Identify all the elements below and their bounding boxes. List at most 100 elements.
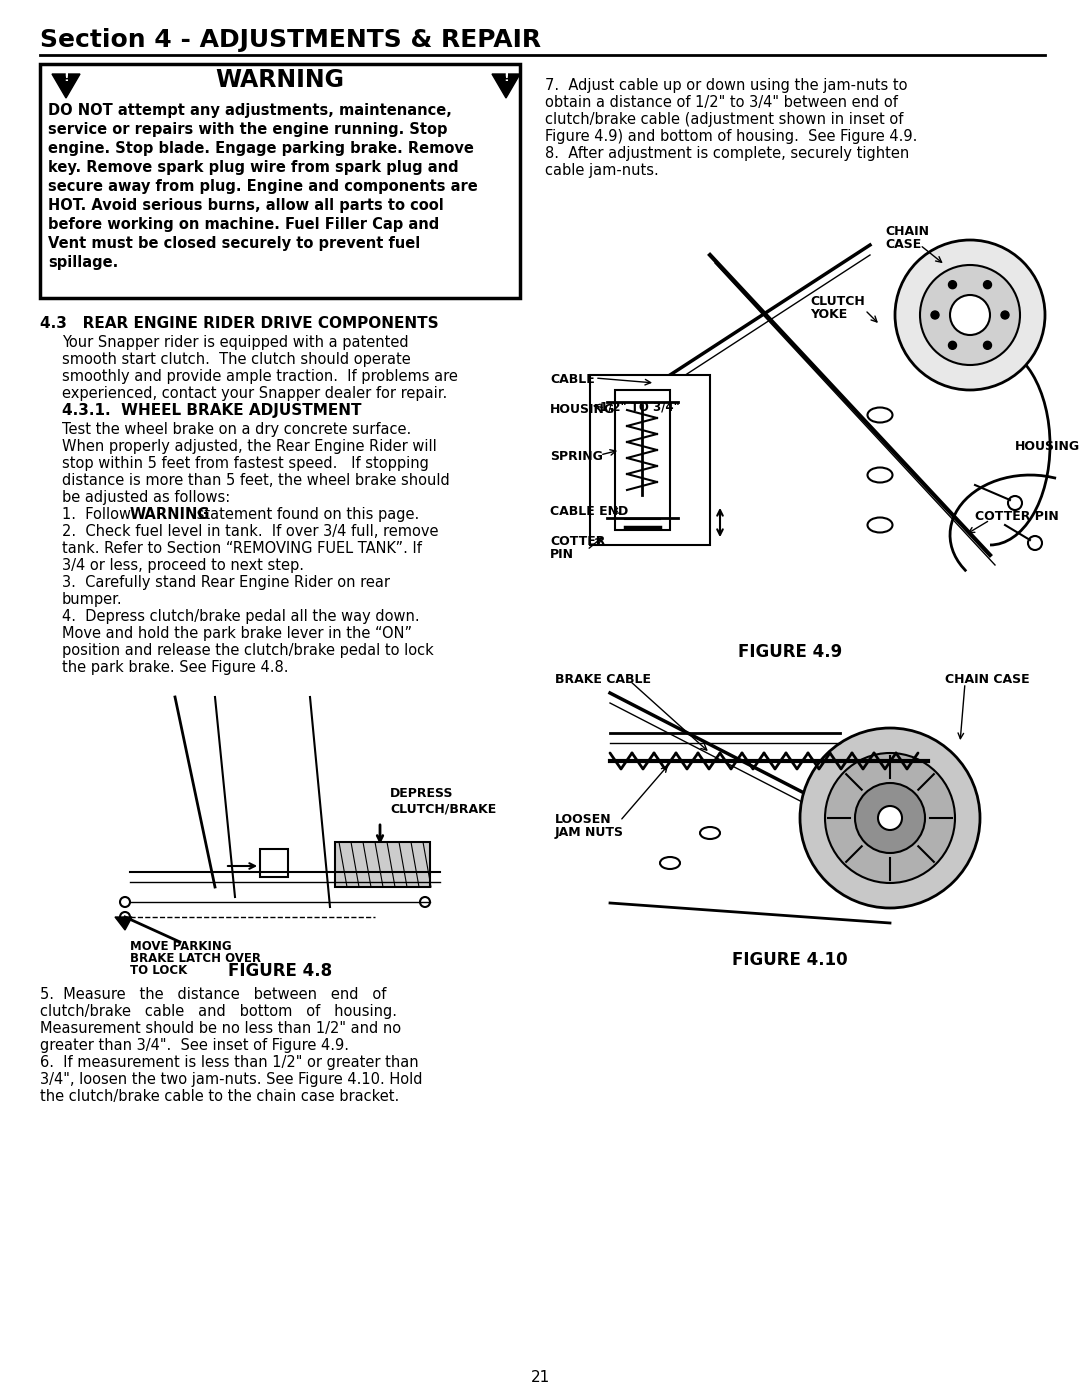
- Text: JAM NUTS: JAM NUTS: [555, 826, 624, 840]
- Text: the clutch/brake cable to the chain case bracket.: the clutch/brake cable to the chain case…: [40, 1090, 400, 1104]
- Bar: [615, 390, 670, 529]
- Text: CASE: CASE: [885, 237, 921, 251]
- Text: bumper.: bumper.: [62, 592, 123, 608]
- Text: distance is more than 5 feet, the wheel brake should: distance is more than 5 feet, the wheel …: [62, 474, 449, 488]
- Circle shape: [948, 281, 957, 289]
- Text: MOVE PARKING: MOVE PARKING: [130, 940, 231, 953]
- Circle shape: [948, 341, 957, 349]
- Text: 7.  Adjust cable up or down using the jam-nuts to: 7. Adjust cable up or down using the jam…: [545, 78, 907, 94]
- Bar: [590, 374, 710, 545]
- Text: cable jam-nuts.: cable jam-nuts.: [545, 163, 659, 177]
- Text: BRAKE LATCH OVER: BRAKE LATCH OVER: [130, 951, 261, 965]
- Circle shape: [1028, 536, 1042, 550]
- Text: 1/2" TO 3/4": 1/2" TO 3/4": [600, 400, 679, 414]
- Circle shape: [920, 265, 1020, 365]
- Text: !: !: [503, 71, 509, 84]
- Circle shape: [984, 281, 991, 289]
- Text: Test the wheel brake on a dry concrete surface.: Test the wheel brake on a dry concrete s…: [62, 422, 411, 437]
- Text: Figure 4.9) and bottom of housing.  See Figure 4.9.: Figure 4.9) and bottom of housing. See F…: [545, 129, 917, 144]
- Polygon shape: [114, 916, 132, 930]
- Circle shape: [825, 753, 955, 883]
- Text: secure away from plug. Engine and components are: secure away from plug. Engine and compon…: [48, 179, 477, 194]
- Text: key. Remove spark plug wire from spark plug and: key. Remove spark plug wire from spark p…: [48, 161, 459, 175]
- Text: 3/4", loosen the two jam-nuts. See Figure 4.10. Hold: 3/4", loosen the two jam-nuts. See Figur…: [40, 1071, 422, 1087]
- Text: stop within 5 feet from fastest speed.   If stopping: stop within 5 feet from fastest speed. I…: [62, 455, 429, 471]
- Text: LOOSEN: LOOSEN: [555, 813, 611, 826]
- Text: 5.  Measure   the   distance   between   end   of: 5. Measure the distance between end of: [40, 988, 387, 1002]
- Text: !: !: [63, 71, 69, 84]
- Text: 21: 21: [530, 1370, 550, 1384]
- Text: 8.  After adjustment is complete, securely tighten: 8. After adjustment is complete, securel…: [545, 147, 909, 161]
- Text: 4.3.1.  WHEEL BRAKE ADJUSTMENT: 4.3.1. WHEEL BRAKE ADJUSTMENT: [62, 402, 362, 418]
- Text: Move and hold the park brake lever in the “ON”: Move and hold the park brake lever in th…: [62, 626, 413, 641]
- Bar: [335, 842, 430, 887]
- Text: HOUSING: HOUSING: [550, 402, 616, 416]
- Text: CHAIN: CHAIN: [885, 225, 929, 237]
- Text: Vent must be closed securely to prevent fuel: Vent must be closed securely to prevent …: [48, 236, 420, 251]
- Text: TO LOCK: TO LOCK: [130, 964, 187, 977]
- Text: BRAKE CABLE: BRAKE CABLE: [555, 673, 651, 686]
- Text: 4.  Depress clutch/brake pedal all the way down.: 4. Depress clutch/brake pedal all the wa…: [62, 609, 420, 624]
- Text: obtain a distance of 1/2" to 3/4" between end of: obtain a distance of 1/2" to 3/4" betwee…: [545, 95, 897, 110]
- Text: experienced, contact your Snapper dealer for repair.: experienced, contact your Snapper dealer…: [62, 386, 447, 401]
- Circle shape: [950, 295, 990, 335]
- Circle shape: [420, 897, 430, 907]
- Text: PIN: PIN: [550, 548, 573, 562]
- Ellipse shape: [867, 468, 892, 482]
- Text: spillage.: spillage.: [48, 256, 118, 270]
- Text: CHAIN CASE: CHAIN CASE: [945, 673, 1029, 686]
- Text: greater than 3/4".  See inset of Figure 4.9.: greater than 3/4". See inset of Figure 4…: [40, 1038, 349, 1053]
- Text: DO NOT attempt any adjustments, maintenance,: DO NOT attempt any adjustments, maintena…: [48, 103, 451, 117]
- Text: smooth start clutch.  The clutch should operate: smooth start clutch. The clutch should o…: [62, 352, 410, 367]
- Bar: [260, 849, 288, 877]
- Text: clutch/brake cable (adjustment shown in inset of: clutch/brake cable (adjustment shown in …: [545, 112, 903, 127]
- Circle shape: [895, 240, 1045, 390]
- Text: HOUSING: HOUSING: [1015, 440, 1080, 453]
- Circle shape: [855, 782, 924, 854]
- Polygon shape: [492, 74, 519, 98]
- Ellipse shape: [700, 827, 720, 840]
- Text: FIGURE 4.10: FIGURE 4.10: [732, 951, 848, 970]
- Text: SPRING: SPRING: [550, 450, 603, 462]
- Circle shape: [984, 341, 991, 349]
- Text: position and release the clutch/brake pedal to lock: position and release the clutch/brake pe…: [62, 643, 434, 658]
- Text: YOKE: YOKE: [810, 307, 847, 321]
- Text: FIGURE 4.8: FIGURE 4.8: [228, 963, 332, 981]
- Text: statement found on this page.: statement found on this page.: [192, 507, 419, 522]
- Text: smoothly and provide ample traction.  If problems are: smoothly and provide ample traction. If …: [62, 369, 458, 384]
- Circle shape: [800, 728, 980, 908]
- Text: 6.  If measurement is less than 1/2" or greater than: 6. If measurement is less than 1/2" or g…: [40, 1055, 419, 1070]
- Text: clutch/brake   cable   and   bottom   of   housing.: clutch/brake cable and bottom of housing…: [40, 1004, 397, 1018]
- Polygon shape: [52, 74, 80, 98]
- Text: CABLE END: CABLE END: [550, 504, 629, 518]
- Text: COTTER PIN: COTTER PIN: [975, 510, 1058, 522]
- Circle shape: [931, 312, 939, 319]
- Text: WARNING: WARNING: [130, 507, 211, 522]
- Text: engine. Stop blade. Engage parking brake. Remove: engine. Stop blade. Engage parking brake…: [48, 141, 474, 156]
- Circle shape: [1001, 312, 1009, 319]
- Text: HOT. Avoid serious burns, allow all parts to cool: HOT. Avoid serious burns, allow all part…: [48, 198, 444, 212]
- Text: When properly adjusted, the Rear Engine Rider will: When properly adjusted, the Rear Engine …: [62, 439, 436, 454]
- Bar: [40, 64, 519, 298]
- Circle shape: [1008, 496, 1022, 510]
- Circle shape: [878, 806, 902, 830]
- Text: Section 4 - ADJUSTMENTS & REPAIR: Section 4 - ADJUSTMENTS & REPAIR: [40, 28, 541, 52]
- Circle shape: [120, 897, 130, 907]
- Text: before working on machine. Fuel Filler Cap and: before working on machine. Fuel Filler C…: [48, 217, 440, 232]
- Text: DEPRESS
CLUTCH/BRAKE: DEPRESS CLUTCH/BRAKE: [390, 787, 496, 814]
- Text: 1.  Follow: 1. Follow: [62, 507, 136, 522]
- Text: Your Snapper rider is equipped with a patented: Your Snapper rider is equipped with a pa…: [62, 335, 408, 351]
- Text: tank. Refer to Section “REMOVING FUEL TANK”. If: tank. Refer to Section “REMOVING FUEL TA…: [62, 541, 422, 556]
- Text: be adjusted as follows:: be adjusted as follows:: [62, 490, 230, 504]
- Ellipse shape: [660, 856, 680, 869]
- Ellipse shape: [867, 517, 892, 532]
- Text: 4.3   REAR ENGINE RIDER DRIVE COMPONENTS: 4.3 REAR ENGINE RIDER DRIVE COMPONENTS: [40, 316, 438, 331]
- Text: FIGURE 4.9: FIGURE 4.9: [738, 643, 842, 661]
- Text: service or repairs with the engine running. Stop: service or repairs with the engine runni…: [48, 122, 447, 137]
- Text: WARNING: WARNING: [216, 68, 345, 92]
- Text: 2.  Check fuel level in tank.  If over 3/4 full, remove: 2. Check fuel level in tank. If over 3/4…: [62, 524, 438, 539]
- Text: 3.  Carefully stand Rear Engine Rider on rear: 3. Carefully stand Rear Engine Rider on …: [62, 576, 390, 590]
- Circle shape: [120, 912, 130, 922]
- Text: CLUTCH: CLUTCH: [810, 295, 865, 307]
- Text: 3/4 or less, proceed to next step.: 3/4 or less, proceed to next step.: [62, 557, 303, 573]
